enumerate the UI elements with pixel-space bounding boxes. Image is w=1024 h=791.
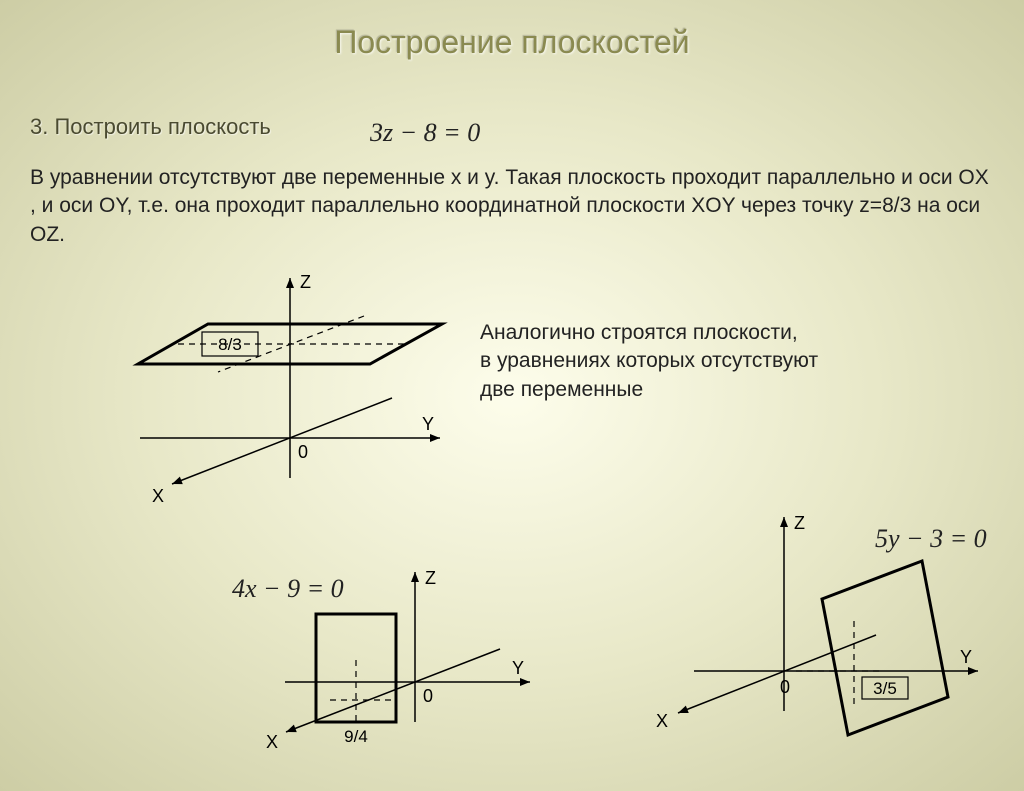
svg-text:Z: Z [300, 272, 311, 292]
equation-main: 3z − 8 = 0 [370, 118, 480, 148]
svg-text:9/4: 9/4 [344, 727, 368, 746]
svg-text:X: X [656, 711, 668, 731]
svg-text:8/3: 8/3 [218, 335, 242, 354]
svg-text:Z: Z [794, 513, 805, 533]
svg-text:Y: Y [960, 647, 972, 667]
svg-text:Z: Z [425, 568, 436, 588]
diagram-x-plane: Z Y X 0 9/4 [190, 554, 550, 774]
description-text: В уравнении отсутствуют две переменные x… [30, 164, 990, 249]
svg-text:X: X [152, 486, 164, 506]
svg-text:3/5: 3/5 [873, 679, 897, 698]
svg-text:0: 0 [423, 686, 433, 706]
svg-text:0: 0 [298, 442, 308, 462]
svg-text:X: X [266, 732, 278, 752]
diagram-z-plane: Z Y X 0 8/3 [60, 266, 480, 526]
svg-text:0: 0 [780, 677, 790, 697]
subtitle: 3. Построить плоскость [30, 114, 271, 140]
svg-text:Y: Y [422, 414, 434, 434]
diagram-y-plane: Z Y X 0 3/5 [640, 499, 1020, 759]
page-title: Построение плоскостей [0, 24, 1024, 61]
svg-text:Y: Y [512, 658, 524, 678]
side-text: Аналогично строятся плоскости, в уравнен… [480, 319, 1000, 404]
